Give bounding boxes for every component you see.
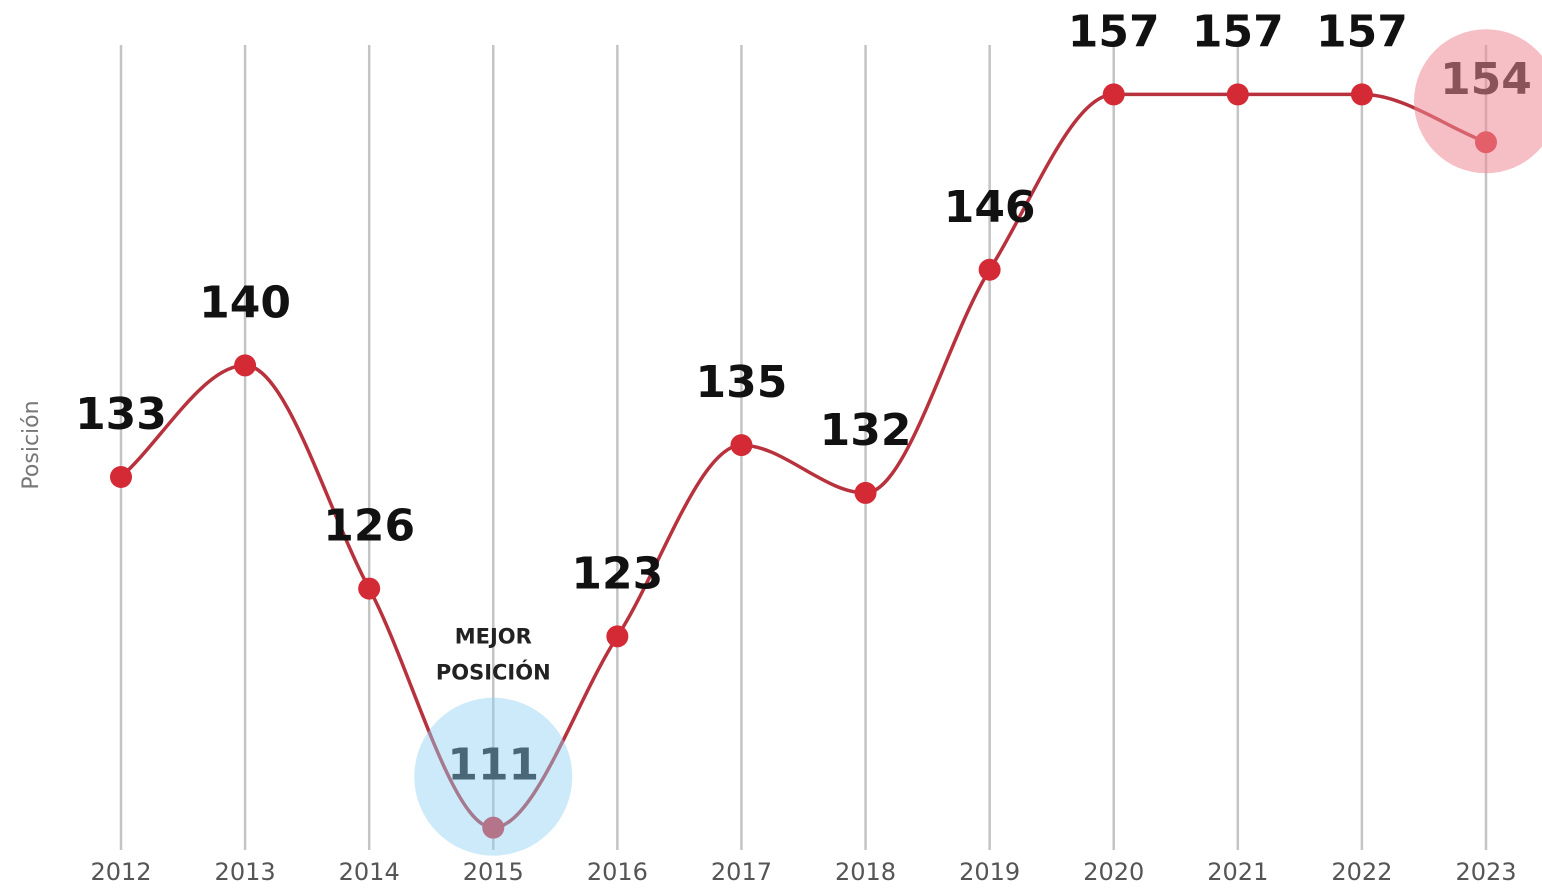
data-label: 157 [1068, 6, 1160, 57]
x-tick-label: 2019 [959, 858, 1020, 886]
marker [1350, 83, 1373, 106]
x-tick-label: 2018 [835, 858, 896, 886]
data-label: 126 [323, 501, 415, 552]
data-label: 135 [696, 357, 788, 408]
marker [1102, 83, 1125, 106]
data-label: 133 [75, 389, 167, 440]
marker [358, 577, 381, 600]
x-tick-label: 2022 [1331, 858, 1392, 886]
data-label: 111 [447, 740, 539, 791]
marker [730, 434, 753, 457]
data-label: 157 [1192, 6, 1284, 57]
line [119, 92, 1487, 830]
x-tick-label: 2012 [90, 858, 151, 886]
marker [482, 816, 505, 839]
x-tick-label: 2016 [587, 858, 648, 886]
marker [110, 465, 132, 488]
highlight [1414, 29, 1542, 174]
x-tick-label: 2014 [339, 858, 400, 886]
data-label: 157 [1316, 6, 1408, 57]
marker [234, 354, 257, 377]
marker [606, 625, 629, 648]
marker [854, 481, 877, 504]
x-tick-label: 2017 [711, 858, 772, 886]
marker [1226, 83, 1249, 106]
x-tick-label: 2020 [1083, 858, 1144, 886]
data-label: 123 [571, 548, 663, 599]
annotation: MEJOR [455, 625, 532, 649]
y-axis-label: Posición [19, 400, 44, 489]
data-label: 132 [820, 405, 912, 456]
marker [978, 258, 1001, 281]
highlight [414, 697, 573, 856]
x-tick-label: 2023 [1455, 858, 1516, 886]
x-tick-label: 2021 [1207, 858, 1268, 886]
x-tick-label: 2013 [215, 858, 276, 886]
data-label: 146 [944, 182, 1036, 233]
x-tick-label: 2015 [463, 858, 524, 886]
data-label: 140 [199, 277, 291, 328]
annotation: POSICIÓN [436, 660, 551, 685]
